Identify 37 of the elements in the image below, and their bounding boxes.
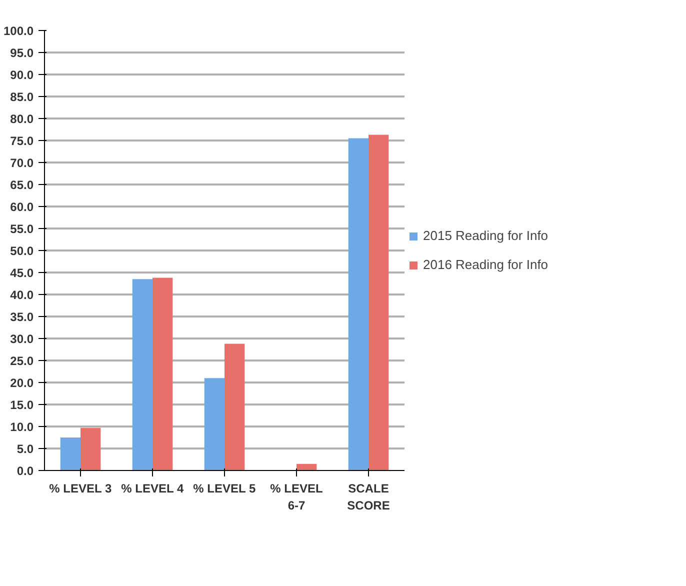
legend-label: 2016 Reading for Info <box>423 257 548 272</box>
y-tick-label: 30.0 <box>10 332 34 346</box>
y-tick-label: 100.0 <box>3 24 34 38</box>
bar <box>224 344 245 470</box>
bar <box>368 134 389 470</box>
bar <box>80 428 101 470</box>
y-tick-label: 50.0 <box>10 244 34 258</box>
y-tick-label: 45.0 <box>10 266 34 280</box>
y-tick-label: 90.0 <box>10 68 34 82</box>
y-tick-label: 25.0 <box>10 354 34 368</box>
x-tick-label: SCALE SCORE <box>347 482 390 512</box>
y-tick-label: 40.0 <box>10 288 34 302</box>
x-tick-label: % LEVEL 3 <box>49 482 112 496</box>
x-tick-label: % LEVEL 4 <box>121 482 184 496</box>
y-tick-label: 95.0 <box>10 46 34 60</box>
bar <box>348 138 368 470</box>
y-tick-label: 15.0 <box>10 398 34 412</box>
y-tick-label: 0.0 <box>16 464 34 478</box>
bar <box>296 464 317 470</box>
bar <box>204 378 224 470</box>
y-tick-label: 85.0 <box>10 90 34 104</box>
y-tick-label: 75.0 <box>10 134 34 148</box>
y-tick-label: 10.0 <box>10 420 34 434</box>
y-tick-label: 35.0 <box>10 310 34 324</box>
bar <box>152 278 173 470</box>
y-tick-label: 80.0 <box>10 112 34 126</box>
x-tick-label: % LEVEL 6-7 <box>270 482 323 512</box>
y-tick-label: 55.0 <box>10 222 34 236</box>
y-tick-label: 20.0 <box>10 376 34 390</box>
y-tick-label: 70.0 <box>10 156 34 170</box>
y-tick-label: 65.0 <box>10 178 34 192</box>
y-tick-label: 5.0 <box>16 442 34 456</box>
x-tick-label: % LEVEL 5 <box>193 482 256 496</box>
legend-label: 2015 Reading for Info <box>423 228 548 243</box>
bar <box>132 279 152 470</box>
bar <box>60 438 80 470</box>
y-tick-label: 60.0 <box>10 200 34 214</box>
